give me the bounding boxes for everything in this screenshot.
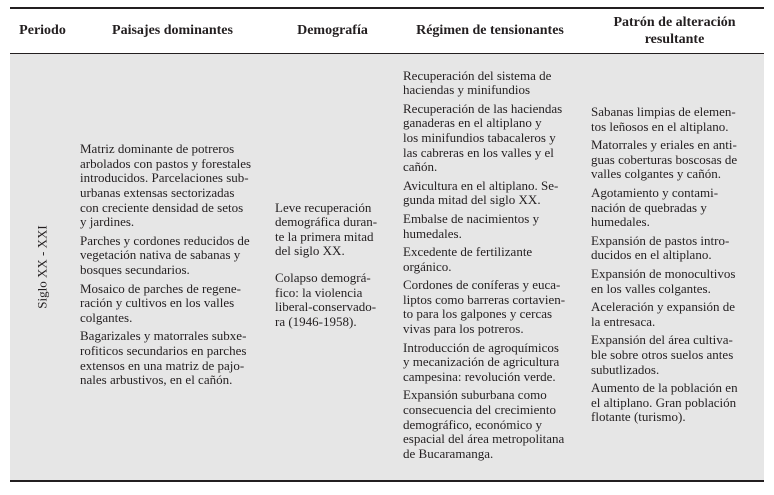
patron-cell: Sabanas limpias de elemen- tos leñosos e… (591, 54, 763, 480)
paisajes-cell: Matriz dominante de potreros arbolados c… (80, 54, 270, 480)
regimen-item: Recuperación del sistema de haciendas y … (403, 67, 552, 98)
regimen-item: Expansión suburbana como consecuencia de… (403, 387, 565, 461)
patron-item: Sabanas limpias de elemen- tos leñosos e… (591, 104, 736, 134)
demografia-item: Leve recuperación demográfica duran- te … (275, 199, 378, 259)
paisaje-item: Matriz dominante de potreros arbolados c… (80, 141, 252, 230)
header-periodo: Periodo (19, 23, 66, 38)
regimen-cell: Recuperación del sistema de haciendas y … (403, 54, 588, 480)
header-paisajes: Paisajes dominantes (112, 23, 233, 38)
regimen-item: Introducción de agroquímicos y mecanizac… (403, 339, 560, 384)
regimen-item: Recuperación de las haciendas ganaderas … (403, 100, 563, 175)
paisaje-item: Parches y cordones reducidos de vegetaci… (80, 232, 250, 277)
header-rule (10, 53, 764, 54)
period-label: Siglo XX - XXI (34, 225, 50, 309)
header-regimen: Régimen de tensionantes (416, 23, 564, 38)
patron-item: Expansión del área cultiva- ble sobre ot… (591, 332, 734, 377)
regimen-item: Embalse de nacimientos y humedales. (403, 210, 540, 241)
patron-item: Expansión de pastos intro- ducidos en el… (591, 232, 730, 263)
header-demografia: Demografía (297, 23, 368, 38)
header-patron: Patrón de alteración resultante (613, 14, 736, 47)
paisaje-item: Mosaico de parches de regene- ración y c… (80, 280, 241, 325)
patron-item: Aumento de la población en el altiplano.… (591, 380, 738, 425)
patron-item: Agotamiento y contami- nación de quebrad… (591, 185, 719, 230)
regimen-item: Excedente de fertilizante orgánico. (403, 244, 533, 274)
top-rule (10, 7, 764, 9)
regimen-item: Avicultura en el altiplano. Se- gunda mi… (403, 177, 559, 208)
regimen-item: Cordones de coníferas y euca- liptos com… (403, 277, 566, 337)
period-cell: Siglo XX - XXI (10, 54, 75, 480)
patron-item: Expansión de monocultivos en los valles … (591, 266, 736, 296)
paisaje-item: Bagarizales y matorrales subxe- rofitico… (80, 328, 247, 388)
bottom-rule (10, 480, 764, 482)
demografia-cell: Leve recuperación demográfica duran- te … (275, 54, 397, 480)
demografia-item: Colapso demográ- fico: la violencia libe… (275, 270, 377, 329)
patron-item: Aceleración y expansión de la entresaca. (591, 299, 736, 329)
patron-item: Matorrales y eriales en anti- guas cober… (591, 137, 738, 182)
table-body-background (10, 54, 764, 480)
